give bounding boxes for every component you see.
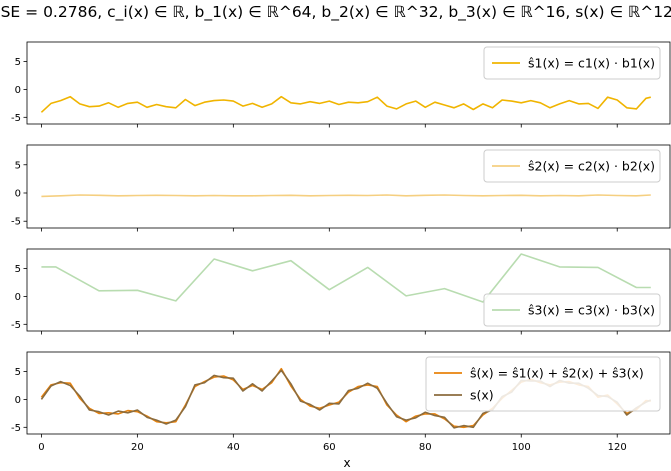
y-tick-label: -5 xyxy=(11,217,21,228)
legend-box xyxy=(483,46,661,80)
legend-label: s(x) xyxy=(470,388,494,403)
legend: ŝ1(x) = c1(x) · b1(x) xyxy=(483,46,661,80)
x-tick: 40 xyxy=(227,434,240,453)
y-tick-label: -5 xyxy=(11,113,21,124)
series-line-1-1 xyxy=(40,95,651,113)
x-tick-label: 60 xyxy=(323,442,336,453)
y-tick: 0 xyxy=(15,85,27,96)
x-axis-label: x xyxy=(343,456,350,470)
y-tick-label: 0 xyxy=(15,292,21,303)
y-tick: 5 xyxy=(15,367,27,378)
y-tick-label: 0 xyxy=(15,395,21,406)
y-tick-label: 5 xyxy=(15,367,21,378)
x-tick: 20 xyxy=(131,434,144,453)
y-tick-label: 5 xyxy=(15,264,21,275)
legend: ŝ(x) = ŝ1(x) + ŝ2(x) + ŝ3(x) s(x) xyxy=(425,356,661,412)
y-tick: 5 xyxy=(15,160,27,171)
axes-frame xyxy=(26,351,671,435)
legend: ŝ3(x) = c3(x) · b3(x) xyxy=(483,293,661,327)
x-tick-label: 40 xyxy=(227,442,240,453)
y-tick: 0 xyxy=(15,292,27,303)
subplot-2: -5 0 5 ŝ2(x) = c2(x) · b2(x) xyxy=(11,144,671,232)
x-tick-label: 80 xyxy=(419,442,432,453)
legend-box xyxy=(425,356,661,412)
x-tick: 0 xyxy=(38,434,45,453)
y-tick-label: 5 xyxy=(15,160,21,171)
y-tick-label: -5 xyxy=(11,320,21,331)
series-line-2-1 xyxy=(41,194,651,198)
y-tick: 0 xyxy=(15,188,27,199)
y-tick-label: 0 xyxy=(15,85,21,96)
subplot-4: -5 0 5 0 20 40 60 80 100 120 ŝ(x) = ŝ1(x) + ŝ2(x) … xyxy=(11,351,671,453)
y-tick-label: -5 xyxy=(11,423,21,434)
y-tick: 0 xyxy=(15,395,27,406)
x-tick: 100 xyxy=(512,434,531,453)
x-tick-label: 100 xyxy=(512,442,531,453)
x-tick-label: 20 xyxy=(131,442,144,453)
axes-frame xyxy=(26,248,671,332)
legend-box xyxy=(483,149,661,183)
x-tick-label: 120 xyxy=(608,442,627,453)
y-tick: 5 xyxy=(15,264,27,275)
axes-frame xyxy=(26,144,671,229)
legend-label: ŝ2(x) = c2(x) · b2(x) xyxy=(528,159,655,174)
y-tick-label: 0 xyxy=(15,188,21,199)
x-tick: 60 xyxy=(323,434,336,453)
subplot-1: -5 0 5 ŝ1(x) = c1(x) · b1(x) xyxy=(11,41,671,128)
subplots: -5 0 5 ŝ1(x) = c1(x) · b1(x) -5 0 5 ŝ2(x) = c2(… xyxy=(11,41,671,453)
y-tick: -5 xyxy=(11,320,27,331)
series-line-3-1 xyxy=(41,253,651,303)
legend-label: ŝ3(x) = c3(x) · b3(x) xyxy=(528,303,655,318)
subplot-3: -5 0 5 ŝ3(x) = c3(x) · b3(x) xyxy=(11,248,671,335)
y-tick: 5 xyxy=(15,57,27,68)
y-tick: -5 xyxy=(11,113,27,124)
legend-label: ŝ1(x) = c1(x) · b1(x) xyxy=(528,56,655,71)
legend-box xyxy=(483,293,661,327)
x-tick: 120 xyxy=(608,434,627,453)
axes-frame xyxy=(26,41,671,125)
legend: ŝ2(x) = c2(x) · b2(x) xyxy=(483,149,661,183)
y-tick: -5 xyxy=(11,423,27,434)
legend-label: ŝ(x) = ŝ1(x) + ŝ2(x) + ŝ3(x) xyxy=(470,366,644,381)
figure-title: MSE = 0.2786, c_i(x) ∈ ℝ, b_1(x) ∈ ℝ^64,… xyxy=(0,3,671,22)
x-tick-label: 0 xyxy=(38,442,44,453)
y-tick-label: 5 xyxy=(15,57,21,68)
y-tick: -5 xyxy=(11,217,27,228)
x-tick: 80 xyxy=(419,434,432,453)
